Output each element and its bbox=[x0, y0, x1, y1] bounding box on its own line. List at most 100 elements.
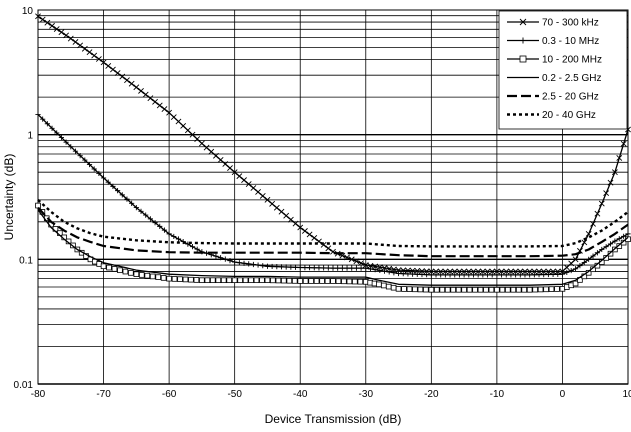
series-marker bbox=[147, 216, 153, 222]
series-marker bbox=[246, 261, 252, 267]
series-marker bbox=[248, 277, 254, 284]
series-marker bbox=[572, 280, 579, 287]
series-marker bbox=[406, 286, 413, 292]
series-marker bbox=[590, 220, 596, 227]
series-marker bbox=[58, 134, 65, 141]
series-marker bbox=[510, 286, 517, 293]
series-marker bbox=[286, 277, 293, 284]
series-marker bbox=[111, 266, 118, 272]
series-marker bbox=[554, 268, 561, 275]
series-marker bbox=[466, 286, 473, 293]
series-marker bbox=[35, 13, 41, 20]
series-marker bbox=[270, 277, 276, 284]
series-marker bbox=[381, 264, 388, 271]
series-marker bbox=[259, 192, 266, 199]
series-marker bbox=[515, 286, 522, 293]
x-tick-label: -40 bbox=[293, 389, 308, 400]
series-marker bbox=[245, 181, 252, 187]
series-marker bbox=[220, 277, 227, 284]
series-marker bbox=[81, 45, 88, 52]
series-marker bbox=[278, 208, 285, 215]
series-marker bbox=[259, 277, 265, 284]
series-line bbox=[37, 114, 629, 276]
series-marker bbox=[182, 276, 189, 283]
series-marker bbox=[58, 29, 65, 36]
series-marker bbox=[590, 253, 596, 259]
plot-frame bbox=[37, 9, 629, 385]
series-marker bbox=[489, 272, 495, 278]
series-marker bbox=[372, 263, 379, 270]
series-marker bbox=[450, 286, 456, 293]
series-marker bbox=[156, 102, 163, 109]
series-marker bbox=[325, 245, 332, 252]
series-marker bbox=[433, 286, 440, 293]
series-marker bbox=[477, 286, 484, 293]
series-marker bbox=[417, 286, 424, 293]
y-tick-label: 0.01 bbox=[14, 380, 34, 391]
series-marker bbox=[241, 260, 247, 266]
series-marker bbox=[572, 256, 579, 263]
series-marker bbox=[250, 185, 257, 191]
series-line bbox=[37, 206, 629, 258]
series-marker bbox=[222, 161, 229, 167]
series-marker bbox=[543, 286, 549, 293]
series-marker bbox=[594, 210, 601, 217]
series-marker bbox=[353, 265, 360, 271]
series-marker bbox=[105, 63, 112, 69]
series-70-300-khz bbox=[35, 13, 631, 275]
series-marker bbox=[255, 262, 261, 268]
series-marker bbox=[512, 268, 519, 275]
series-marker bbox=[456, 272, 463, 278]
series-marker bbox=[616, 243, 623, 249]
series-marker bbox=[479, 268, 486, 275]
series-marker bbox=[117, 267, 123, 274]
series-marker bbox=[188, 276, 194, 283]
series-marker bbox=[122, 268, 129, 275]
series-marker bbox=[348, 256, 355, 263]
series-marker bbox=[599, 246, 605, 253]
series-marker bbox=[362, 262, 369, 268]
series-marker bbox=[545, 271, 551, 278]
series-marker bbox=[405, 271, 411, 277]
series-marker bbox=[232, 259, 238, 265]
series-marker bbox=[503, 268, 510, 275]
series-marker bbox=[447, 272, 453, 278]
series-marker bbox=[484, 268, 491, 275]
legend: 70 - 300 kHz 0.3 - 10 MHz 10 - 200 MHz 0.2 … bbox=[498, 10, 628, 130]
series-marker bbox=[353, 258, 360, 265]
series-marker bbox=[144, 272, 151, 279]
series-marker bbox=[537, 286, 544, 293]
series-marker bbox=[198, 140, 205, 147]
series-marker bbox=[287, 216, 294, 223]
series-marker bbox=[564, 269, 570, 275]
series-marker bbox=[581, 259, 587, 266]
series-marker bbox=[170, 114, 177, 121]
legend-item: 70 - 300 kHz bbox=[507, 18, 599, 29]
series-marker bbox=[264, 277, 271, 284]
series-marker bbox=[540, 268, 547, 275]
series-marker bbox=[439, 286, 446, 293]
series-marker bbox=[67, 35, 74, 42]
series-marker bbox=[143, 212, 149, 218]
x-tick-label: -60 bbox=[162, 389, 177, 400]
series-marker bbox=[236, 260, 242, 266]
series-marker bbox=[213, 152, 219, 159]
series-marker bbox=[550, 271, 556, 277]
series-marker bbox=[442, 272, 448, 278]
series-marker bbox=[395, 270, 402, 277]
series-marker bbox=[306, 265, 313, 271]
series-marker bbox=[419, 271, 425, 278]
series-marker bbox=[269, 263, 275, 270]
series-marker bbox=[391, 270, 397, 276]
series-layer bbox=[35, 13, 631, 293]
series-marker bbox=[339, 265, 345, 271]
series-marker bbox=[472, 286, 478, 293]
series-marker bbox=[96, 170, 102, 177]
legend-item: 10 - 200 MHz bbox=[507, 55, 602, 66]
series-marker bbox=[372, 267, 378, 273]
series-marker bbox=[319, 278, 325, 284]
series-marker bbox=[217, 156, 224, 163]
series-marker bbox=[227, 258, 233, 264]
series-marker bbox=[607, 250, 614, 257]
